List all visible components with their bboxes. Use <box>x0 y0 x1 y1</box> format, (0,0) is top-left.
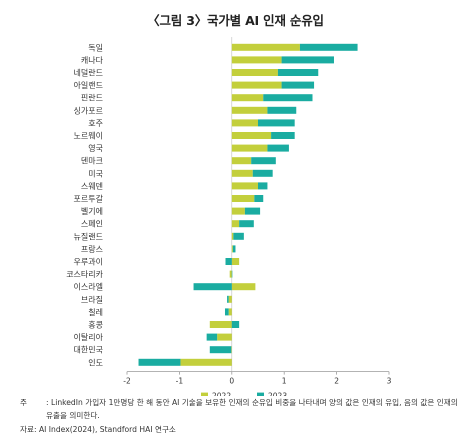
category-label: 핀란드 <box>81 93 103 103</box>
bar-2022 <box>217 333 232 341</box>
category-label: 미국 <box>88 169 103 178</box>
category-label: 캐나다 <box>81 56 104 65</box>
bar-2022 <box>231 283 256 291</box>
bar-2022 <box>231 207 245 215</box>
category-label: 코스타리카 <box>66 270 103 279</box>
category-label: 영국 <box>88 143 103 153</box>
bar-2023 <box>252 169 273 177</box>
bar-2022 <box>231 106 268 114</box>
chart-title: 〈그림 3〉국가별 AI 인재 순유입 <box>147 13 324 28</box>
bar-2023 <box>267 106 297 114</box>
bar-2023 <box>206 333 218 341</box>
bar-2023 <box>193 283 232 291</box>
bar-2022 <box>231 132 272 139</box>
bar-2023 <box>258 119 295 127</box>
bar-2023 <box>281 81 315 89</box>
bar-2022 <box>231 69 278 76</box>
bar-2023 <box>138 358 181 366</box>
bar-2022 <box>231 245 233 253</box>
bar-2022 <box>209 321 232 328</box>
x-tick-label: 3 <box>387 377 392 386</box>
category-label: 스페인 <box>81 219 103 229</box>
category-label: 독일 <box>88 43 103 52</box>
bar-2022 <box>231 195 255 202</box>
legend-swatch-2022 <box>201 392 208 396</box>
category-label: 아일랜드 <box>74 80 103 90</box>
x-tick-label: 0 <box>229 377 234 386</box>
bar-2022 <box>231 182 258 190</box>
bar-2023 <box>239 220 254 228</box>
bar-2023 <box>209 346 232 354</box>
bar-2023 <box>258 182 268 190</box>
footnote: 주 : LinkedIn 가입자 1만명당 한 해 동안 AI 기술을 보유한 … <box>20 396 460 422</box>
bar-2022 <box>228 308 232 316</box>
bar-2022 <box>231 94 264 102</box>
bar-2022 <box>228 295 232 303</box>
bar-2022 <box>231 220 240 228</box>
bar-2023 <box>232 245 236 253</box>
footnote-text: : LinkedIn 가입자 1만명당 한 해 동안 AI 기술을 보유한 인재… <box>46 398 458 420</box>
bar-2023 <box>233 232 244 240</box>
bar-2023 <box>271 132 295 139</box>
bar-2022 <box>231 169 253 177</box>
bar-2023 <box>254 195 264 202</box>
bar-2023 <box>231 270 233 278</box>
category-label: 우루과이 <box>74 257 103 267</box>
bar-2022 <box>231 157 252 165</box>
category-label: 이탈리아 <box>74 332 104 342</box>
bar-2023 <box>281 56 334 64</box>
footnote-label: 주 <box>20 398 27 407</box>
category-label: 싱가포르 <box>74 105 103 115</box>
x-tick-label: -2 <box>123 377 131 386</box>
category-label: 덴마크 <box>81 157 103 166</box>
bar-2022 <box>231 81 282 89</box>
legend-label-2022: 2022 <box>212 392 231 396</box>
category-label: 벨기에 <box>81 206 103 216</box>
bar-2023 <box>244 207 261 215</box>
chart-bars <box>138 43 358 366</box>
category-label: 뉴질랜드 <box>74 231 103 241</box>
bar-2022 <box>231 119 258 127</box>
bar-2023 <box>263 94 313 102</box>
category-label: 인도 <box>88 357 103 367</box>
bar-2022 <box>231 43 300 51</box>
bar-2022 <box>229 270 232 278</box>
category-label: 홍콩 <box>88 320 103 330</box>
bar-2023 <box>224 308 229 316</box>
bar-2022 <box>231 258 240 265</box>
bar-2023 <box>251 157 276 165</box>
legend-label-2023: 2023 <box>268 392 287 396</box>
category-label: 네덜란드 <box>74 68 103 78</box>
category-label: 브라질 <box>81 295 103 304</box>
x-axis: -2 -1 0 1 2 3 <box>123 371 392 386</box>
category-label: 칠레 <box>88 308 103 317</box>
bar-2023 <box>267 144 289 152</box>
category-labels: 독일캐나다네덜란드아일랜드핀란드싱가포르호주노르웨이영국덴마크미국스웨덴포르투갈… <box>66 43 103 367</box>
bar-2022 <box>180 358 232 366</box>
x-tick-label: -1 <box>176 377 184 386</box>
bar-2022 <box>231 144 268 152</box>
bar-2022 <box>231 56 282 64</box>
bar-2022 <box>231 232 234 240</box>
source-note: 자료: AI Index(2024), Standford HAI 연구소 <box>20 425 176 434</box>
bar-2023 <box>227 295 229 303</box>
x-tick-label: 2 <box>334 377 339 386</box>
category-label: 노르웨이 <box>74 131 103 141</box>
bar-2023 <box>277 69 319 76</box>
chart-legend: 2022 2023 <box>201 392 287 396</box>
bar-2023 <box>231 321 240 328</box>
bar-2023 <box>225 258 232 265</box>
legend-swatch-2023 <box>257 392 264 396</box>
bar-chart: 독일캐나다네덜란드아일랜드핀란드싱가포르호주노르웨이영국덴마크미국스웨덴포르투갈… <box>66 37 392 396</box>
x-tick-label: 1 <box>282 377 287 386</box>
category-label: 대한민국 <box>74 345 103 355</box>
category-label: 스웨덴 <box>81 181 103 191</box>
category-label: 이스라엘 <box>74 282 103 292</box>
category-label: 호주 <box>88 119 103 128</box>
bar-2022 <box>231 346 232 354</box>
category-label: 프랑스 <box>81 244 103 254</box>
bar-2023 <box>299 43 358 51</box>
category-label: 포르투갈 <box>74 195 104 204</box>
